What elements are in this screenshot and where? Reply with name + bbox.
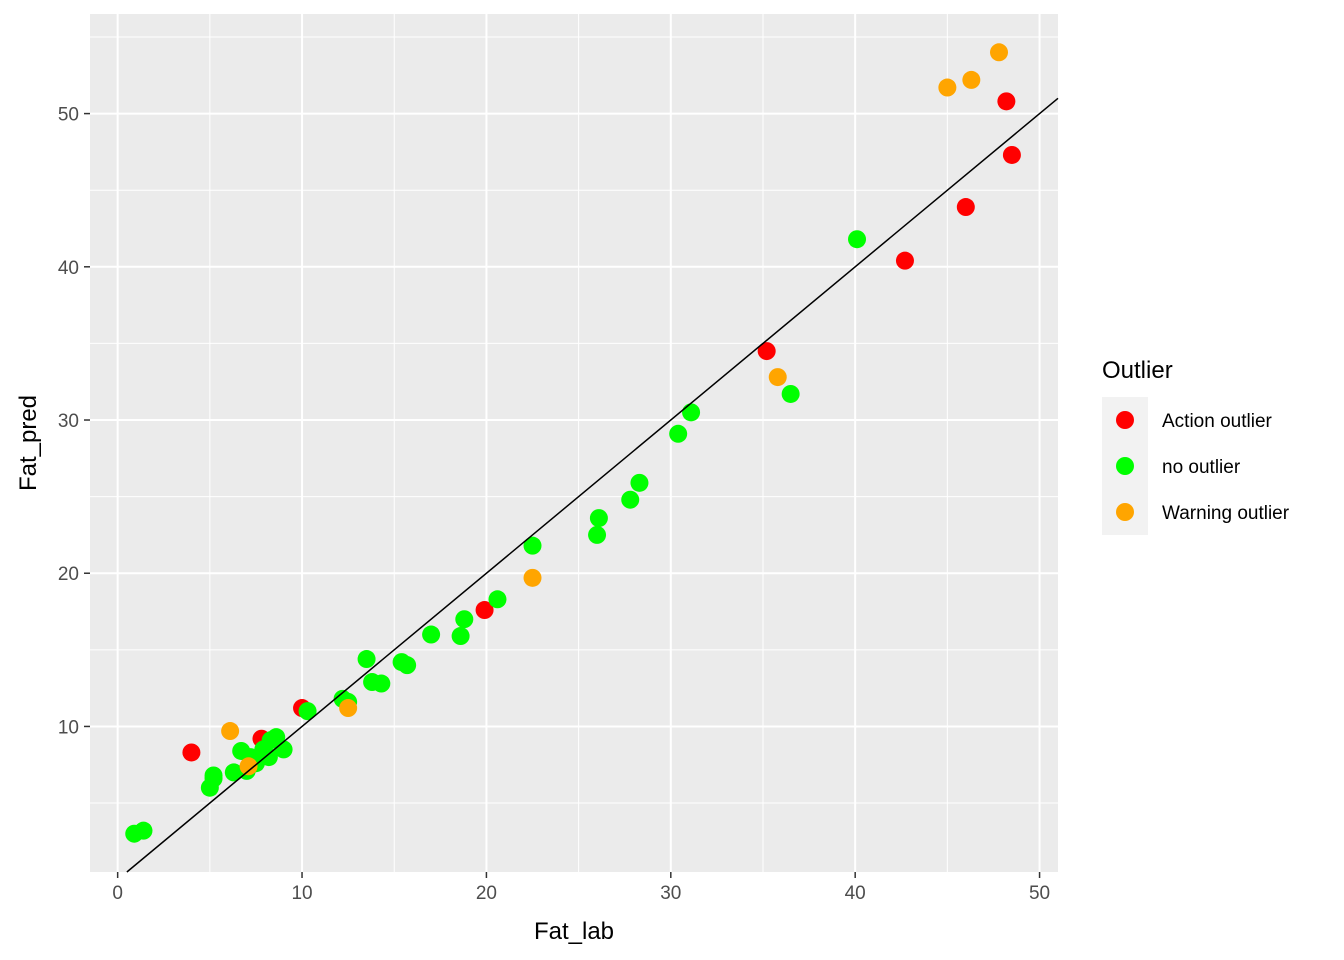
y-tick-label: 20 xyxy=(58,564,79,585)
y-axis-title: Fat_pred xyxy=(15,395,42,491)
data-point xyxy=(455,610,474,629)
data-point xyxy=(298,702,317,721)
data-point xyxy=(422,625,441,644)
data-point xyxy=(1002,145,1021,164)
y-tick-label: 30 xyxy=(58,411,79,432)
x-tick-label: 0 xyxy=(112,883,123,904)
panel-background xyxy=(90,14,1058,872)
data-point xyxy=(339,699,358,718)
data-point xyxy=(997,92,1016,111)
data-point xyxy=(669,424,688,443)
data-point xyxy=(475,601,494,620)
legend-key-marker xyxy=(1116,411,1134,429)
data-point xyxy=(357,650,376,669)
data-point xyxy=(895,251,914,270)
data-point xyxy=(768,368,787,387)
x-tick-label: 10 xyxy=(291,883,312,904)
data-point xyxy=(398,656,417,675)
data-points xyxy=(125,43,1021,843)
legend-label: no outlier xyxy=(1162,457,1241,478)
legend-title: Outlier xyxy=(1102,357,1173,384)
y-axis: 10 20 30 40 50 xyxy=(58,105,90,738)
legend-entries: Action outlier no outlier Warning outlier xyxy=(1102,397,1290,535)
data-point xyxy=(134,821,153,840)
legend-key-marker xyxy=(1116,457,1134,475)
y-tick-label: 10 xyxy=(58,717,79,738)
data-point xyxy=(682,403,701,422)
reference-line xyxy=(126,97,1059,873)
legend-key-marker xyxy=(1116,503,1134,521)
x-tick-label: 20 xyxy=(476,883,497,904)
data-point xyxy=(274,740,293,759)
x-tick-label: 50 xyxy=(1029,883,1050,904)
data-point xyxy=(488,590,507,609)
data-point xyxy=(589,509,608,528)
data-point xyxy=(259,748,278,767)
x-axis-title: Fat_lab xyxy=(534,918,614,945)
x-tick-label: 30 xyxy=(660,883,681,904)
data-point xyxy=(848,230,867,249)
x-tick-label: 40 xyxy=(845,883,866,904)
data-point xyxy=(630,473,649,492)
legend-label: Warning outlier xyxy=(1162,503,1290,524)
grid-minor xyxy=(90,14,1058,872)
data-point xyxy=(451,627,470,646)
data-point xyxy=(989,43,1008,62)
y-tick-label: 40 xyxy=(58,258,79,279)
legend: Outlier Action outlier no outlier Warning … xyxy=(1102,357,1290,535)
data-point xyxy=(372,674,391,693)
x-axis: 0 10 20 30 40 50 xyxy=(112,872,1050,904)
data-point xyxy=(221,722,240,741)
data-point xyxy=(523,568,542,587)
grid-major xyxy=(90,14,1058,872)
data-point xyxy=(781,384,800,403)
data-point xyxy=(757,342,776,361)
data-point xyxy=(239,757,258,776)
data-point xyxy=(182,743,201,762)
data-point xyxy=(621,490,640,509)
legend-label: Action outlier xyxy=(1162,411,1273,432)
data-point xyxy=(938,78,957,97)
data-point xyxy=(956,198,975,217)
data-point xyxy=(204,766,223,785)
data-point xyxy=(523,536,542,555)
y-tick-label: 50 xyxy=(58,105,79,126)
identity-line xyxy=(126,97,1059,873)
data-point xyxy=(588,525,607,544)
data-point xyxy=(962,70,981,89)
